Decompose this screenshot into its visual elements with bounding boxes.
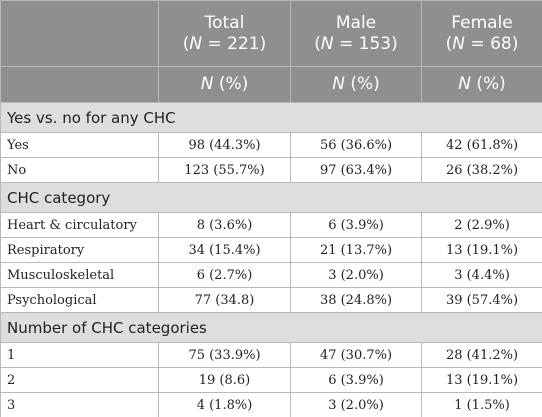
data-row: Yes 98 (44.3%) 56 (36.6%) 42 (61.8%) — [0, 132, 542, 158]
column-header: Male (N = 153) — [290, 0, 422, 67]
stat-header: N (%) — [290, 66, 422, 103]
cell-value: 123 (55.7%) — [158, 157, 291, 183]
n-open: ( — [182, 33, 190, 54]
row-label: Musculoskeletal — [0, 262, 159, 288]
section-row: Number of CHC categories — [0, 312, 542, 343]
row-label: Heart & circulatory — [0, 212, 159, 238]
cell-value: 3 (2.0%) — [290, 392, 422, 417]
cell-value: 13 (19.1%) — [421, 367, 542, 393]
data-row: Heart & circulatory 8 (3.6%) 6 (3.9%) 2 (2.… — [0, 212, 542, 238]
column-title: Total — [204, 12, 245, 33]
data-row: 2 19 (8.6) 6 (3.9%) 13 (19.1%) — [0, 367, 542, 393]
stat-header: N (%) — [158, 66, 291, 103]
section-title: CHC category — [0, 182, 542, 213]
n-symbol: N — [189, 33, 203, 54]
header-cell — [0, 0, 159, 67]
data-row: 1 75 (33.9%) 47 (30.7%) 28 (41.2%) — [0, 342, 542, 368]
cell-value: 28 (41.2%) — [421, 342, 542, 368]
section-title: Number of CHC categories — [0, 312, 542, 343]
cell-value: 1 (1.5%) — [421, 392, 542, 417]
n-rest: = 153) — [333, 33, 398, 54]
column-header: Total (N = 221) — [158, 0, 291, 67]
cell-value: 8 (3.6%) — [158, 212, 291, 238]
cell-value: 47 (30.7%) — [290, 342, 422, 368]
stat-rest: (%) — [470, 74, 506, 94]
column-title: Female — [451, 12, 513, 33]
cell-value: 75 (33.9%) — [158, 342, 291, 368]
column-title: Male — [335, 12, 377, 33]
row-label: 2 — [0, 367, 159, 393]
cell-value: 98 (44.3%) — [158, 132, 291, 158]
cell-value: 3 (2.0%) — [290, 262, 422, 288]
n-rest: = 221) — [202, 33, 267, 54]
section-row: CHC category — [0, 182, 542, 213]
cell-value: 3 (4.4%) — [421, 262, 542, 288]
cell-value: 26 (38.2%) — [421, 157, 542, 183]
cell-value: 42 (61.8%) — [421, 132, 542, 158]
data-row: Psychological 77 (34.8) 38 (24.8%) 39 (57.4… — [0, 287, 542, 313]
cell-value: 2 (2.9%) — [421, 212, 542, 238]
stat-symbol: N — [332, 74, 345, 94]
data-row: No 123 (55.7%) 97 (63.4%) 26 (38.2%) — [0, 157, 542, 183]
section-title: Yes vs. no for any CHC — [0, 102, 542, 133]
n-symbol: N — [320, 33, 334, 54]
cell-value: 38 (24.8%) — [290, 287, 422, 313]
cell-value: 4 (1.8%) — [158, 392, 291, 417]
n-rest: = 68) — [465, 33, 519, 54]
row-label: No — [0, 157, 159, 183]
cell-value: 97 (63.4%) — [290, 157, 422, 183]
row-label: Psychological — [0, 287, 159, 313]
stat-rest: (%) — [344, 74, 380, 94]
cell-value: 13 (19.1%) — [421, 237, 542, 263]
row-label: 1 — [0, 342, 159, 368]
cell-value: 6 (3.9%) — [290, 212, 422, 238]
cell-value: 6 (2.7%) — [158, 262, 291, 288]
stat-symbol: N — [458, 74, 471, 94]
cell-value: 34 (15.4%) — [158, 237, 291, 263]
header-row: Total (N = 221) Male (N = 153) Female (N = 68… — [0, 0, 542, 67]
stat-symbol: N — [200, 74, 214, 94]
cell-value: 21 (13.7%) — [290, 237, 422, 263]
cell-value: 77 (34.8) — [158, 287, 291, 313]
row-label: Respiratory — [0, 237, 159, 263]
data-row: Musculoskeletal 6 (2.7%) 3 (2.0%) 3 (4.4%) — [0, 262, 542, 288]
data-row: Respiratory 34 (15.4%) 21 (13.7%) 13 (19.1%… — [0, 237, 542, 263]
section-row: Yes vs. no for any CHC — [0, 102, 542, 133]
cell-value: 39 (57.4%) — [421, 287, 542, 313]
header-cell — [0, 66, 159, 103]
stat-rest: (%) — [213, 74, 249, 94]
stat-header: N (%) — [421, 66, 542, 103]
n-open: ( — [445, 33, 453, 54]
column-header: Female (N = 68) — [421, 0, 542, 67]
cell-value: 6 (3.9%) — [290, 367, 422, 393]
n-open: ( — [314, 33, 321, 54]
cell-value: 56 (36.6%) — [290, 132, 422, 158]
row-label: 3 — [0, 392, 159, 417]
header-row: N (%) N (%) N (%) — [0, 66, 542, 103]
n-symbol: N — [452, 33, 466, 54]
cell-value: 19 (8.6) — [158, 367, 291, 393]
row-label: Yes — [0, 132, 159, 158]
